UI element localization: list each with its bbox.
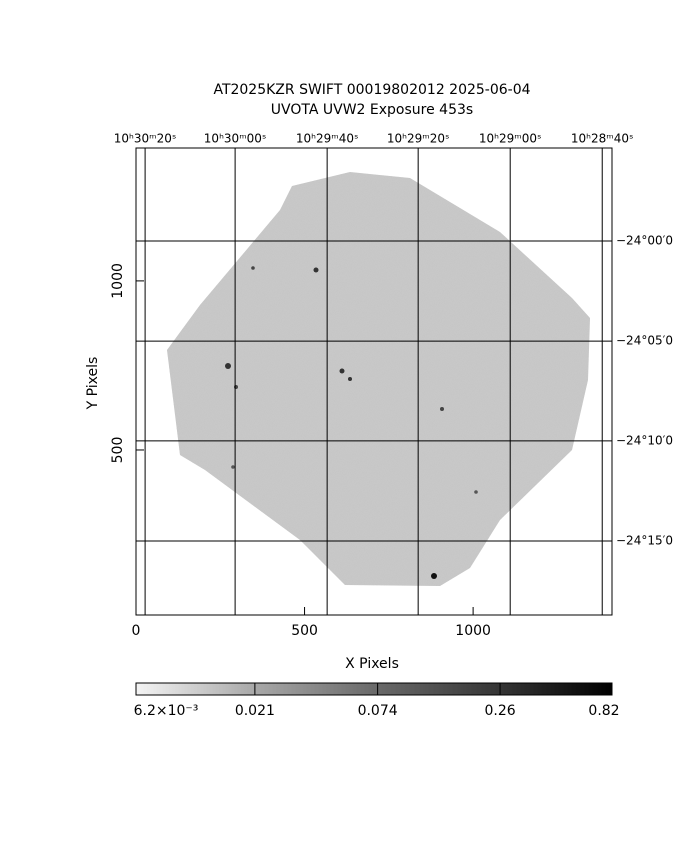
source [474,490,478,494]
source [231,465,235,469]
source [313,267,319,273]
x-tick-label: 0 [132,623,141,639]
ra-tick-label: 10ʰ29ᵐ20ˢ [387,132,450,146]
dec-tick-label: −24°10′0 [616,433,673,447]
dec-tick-label: −24°00′0 [616,233,673,247]
y-axis-label: Y Pixels [85,357,101,411]
y-tick-label: 1000 [110,263,126,299]
colorbar-tick-label: 0.82 [588,703,619,719]
colorbar-tick-label: 0.26 [484,703,515,719]
x-tick-label: 1000 [455,623,491,639]
title-line-1: AT2025KZR SWIFT 00019802012 2025-06-04 [213,82,530,98]
colorbar-tick-label: 0.074 [358,703,398,719]
colorbar-tick-label: 0.021 [235,703,275,719]
ra-tick-label: 10ʰ29ᵐ00ˢ [479,132,542,146]
source [225,363,231,369]
colorbar-tick-label: 6.2×10⁻³ [134,703,199,719]
x-axis-label: X Pixels [345,656,399,672]
dec-tick-label: −24°15′0 [616,533,673,547]
source [440,407,444,411]
source [251,266,255,270]
source [339,368,345,374]
source [348,377,352,381]
plot-frame [135,147,613,616]
source [431,573,437,579]
ra-tick-label: 10ʰ30ᵐ00ˢ [204,132,267,146]
x-tick-label: 500 [291,623,318,639]
colorbar [135,682,613,696]
ra-tick-label: 10ʰ29ᵐ40ˢ [296,132,359,146]
title-line-2: UVOTA UVW2 Exposure 453s [271,102,473,118]
ra-tick-label: 10ʰ30ᵐ20ˢ [114,132,177,146]
dec-tick-label: −24°05′0 [616,334,673,348]
exposure-image [167,172,590,586]
image-noise [167,172,590,586]
y-tick-label: 500 [110,437,126,464]
ra-tick-label: 10ʰ28ᵐ40ˢ [571,132,634,146]
source [234,385,238,389]
